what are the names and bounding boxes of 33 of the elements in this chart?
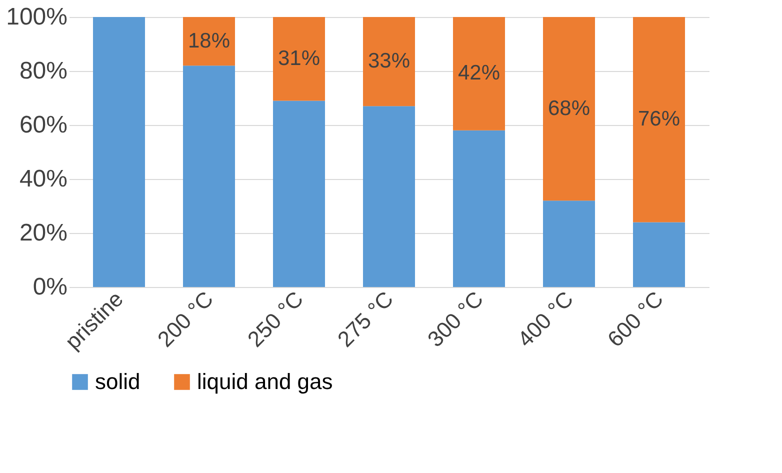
data-label: 68% bbox=[548, 96, 590, 120]
bar bbox=[453, 130, 505, 287]
y-tick-label: 20% bbox=[19, 220, 68, 246]
bar bbox=[273, 17, 325, 101]
x-tick-label: 600 °C bbox=[602, 286, 668, 352]
bar bbox=[543, 200, 595, 287]
data-label: 33% bbox=[368, 50, 410, 73]
x-tick-label: 200 °C bbox=[152, 286, 218, 352]
bar bbox=[273, 100, 325, 287]
x-tick-label: 250 °C bbox=[242, 286, 308, 352]
bar bbox=[363, 106, 415, 287]
data-label: 18% bbox=[188, 29, 230, 52]
bar bbox=[183, 66, 235, 287]
data-label: 42% bbox=[458, 62, 500, 85]
data-label: 76% bbox=[638, 108, 680, 131]
bar bbox=[633, 17, 685, 222]
x-tick-label: 275 °C bbox=[332, 286, 398, 352]
bar bbox=[183, 17, 235, 66]
data-label: 31% bbox=[278, 46, 320, 70]
bar bbox=[93, 17, 145, 287]
y-tick-label: 40% bbox=[19, 166, 68, 192]
bar bbox=[453, 17, 505, 130]
y-tick-label: 0% bbox=[32, 274, 68, 300]
bar bbox=[543, 17, 595, 201]
y-tick-label: 80% bbox=[19, 58, 68, 84]
y-tick-label: 100% bbox=[6, 4, 68, 30]
y-tick-label: 60% bbox=[19, 112, 68, 138]
legend-label: liquid and gas bbox=[197, 369, 333, 394]
legend-label: solid bbox=[95, 369, 140, 394]
x-tick-label: 400 °C bbox=[512, 286, 578, 352]
x-tick-label: 300 °C bbox=[422, 286, 488, 352]
bar bbox=[363, 17, 415, 106]
bar bbox=[633, 222, 685, 287]
